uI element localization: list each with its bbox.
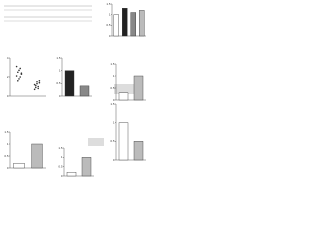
sequence-alignment bbox=[4, 5, 92, 22]
dot bbox=[17, 80, 19, 82]
bar bbox=[64, 70, 75, 97]
y-tick-label: 1.5 bbox=[110, 102, 115, 106]
y-tick-label: 0.5 bbox=[110, 139, 115, 143]
dot bbox=[18, 69, 20, 72]
y-tick-label: 0 bbox=[113, 158, 115, 162]
y-tick-label: 1.5 bbox=[106, 2, 111, 6]
bar bbox=[118, 92, 129, 101]
dot bbox=[15, 75, 18, 77]
y-tick-label: 0 bbox=[7, 166, 9, 170]
dot bbox=[17, 71, 19, 74]
y-tick-label: 0 bbox=[109, 34, 111, 38]
western-blot bbox=[114, 84, 136, 94]
dot bbox=[36, 82, 38, 85]
y-tick-label: 1.5 bbox=[56, 56, 61, 60]
bar bbox=[138, 10, 145, 37]
y-tick-label: 0.5 bbox=[106, 23, 111, 27]
y-tick-label: 2 bbox=[7, 75, 9, 79]
dot bbox=[33, 83, 36, 86]
y-tick-label: 0 bbox=[59, 94, 61, 98]
y-tick-label: 1 bbox=[109, 12, 111, 16]
bar bbox=[13, 162, 25, 169]
dot bbox=[38, 80, 41, 82]
dot bbox=[35, 84, 37, 87]
bar bbox=[121, 8, 128, 37]
y-tick-label: 1 bbox=[113, 120, 115, 124]
y-tick-label: 0.5 bbox=[4, 154, 9, 158]
bar bbox=[130, 12, 136, 37]
dot bbox=[18, 78, 20, 80]
y-tick-label: 0.5 bbox=[58, 164, 63, 168]
y-tick-label: 0.5 bbox=[110, 86, 115, 90]
y-tick-label: 1 bbox=[7, 142, 9, 146]
western-blot bbox=[88, 138, 104, 146]
dot bbox=[20, 72, 23, 74]
y-tick-label: 1.5 bbox=[110, 62, 115, 66]
bar bbox=[66, 172, 77, 177]
y-tick-label: 1 bbox=[61, 155, 63, 159]
dot bbox=[19, 76, 22, 78]
dot bbox=[35, 86, 37, 89]
y-tick-label: 0.5 bbox=[56, 81, 61, 85]
figure: 00.511.502400.511.500.511.500.511.500.51… bbox=[4, 2, 146, 178]
dot bbox=[15, 65, 18, 68]
y-tick-label: 1.5 bbox=[58, 146, 63, 150]
dot bbox=[37, 85, 39, 88]
y-tick-label: 1.5 bbox=[4, 130, 9, 134]
y-tick-label: 4 bbox=[7, 56, 9, 60]
bar bbox=[31, 143, 43, 169]
y-tick-label: 1 bbox=[113, 74, 115, 78]
bar bbox=[133, 75, 144, 101]
y-tick-label: 0 bbox=[7, 94, 9, 98]
dot bbox=[37, 87, 39, 90]
dot bbox=[19, 67, 22, 70]
dot bbox=[33, 88, 36, 91]
y-tick-label: 1 bbox=[59, 68, 61, 72]
y-tick-label: 0 bbox=[61, 174, 63, 178]
dot bbox=[36, 80, 38, 83]
bar bbox=[133, 141, 144, 161]
bar bbox=[81, 157, 92, 177]
y-tick-label: 0 bbox=[113, 98, 115, 102]
bar bbox=[113, 14, 119, 37]
bar bbox=[79, 85, 90, 97]
bar bbox=[118, 122, 129, 161]
dot bbox=[38, 81, 41, 84]
